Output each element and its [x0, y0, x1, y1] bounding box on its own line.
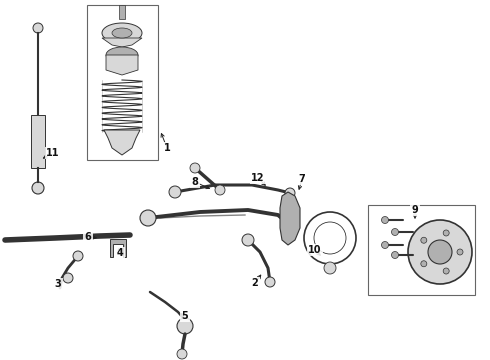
Ellipse shape [102, 23, 142, 43]
Text: 1: 1 [164, 143, 171, 153]
Bar [31, 115, 45, 168]
Circle shape [382, 216, 389, 224]
Polygon shape [104, 130, 140, 155]
Text: 12: 12 [251, 173, 265, 183]
Bar [368, 205, 475, 295]
Text: 4: 4 [117, 248, 123, 258]
Circle shape [32, 182, 44, 194]
Text: 9: 9 [412, 205, 418, 215]
Circle shape [457, 249, 463, 255]
Circle shape [177, 349, 187, 359]
Text: 8: 8 [192, 177, 198, 187]
Ellipse shape [106, 47, 138, 63]
Circle shape [169, 186, 181, 198]
Circle shape [265, 277, 275, 287]
Circle shape [285, 188, 295, 198]
Circle shape [324, 262, 336, 274]
Circle shape [177, 318, 193, 334]
Circle shape [428, 240, 452, 264]
Text: 7: 7 [298, 174, 305, 184]
Text: 5: 5 [182, 311, 188, 321]
Circle shape [215, 185, 225, 195]
Polygon shape [106, 55, 138, 75]
Circle shape [190, 163, 200, 173]
Circle shape [443, 268, 449, 274]
Text: 11: 11 [46, 148, 60, 158]
Text: 6: 6 [85, 232, 91, 242]
Circle shape [421, 261, 427, 267]
Circle shape [242, 234, 254, 246]
Text: 10: 10 [308, 245, 322, 255]
Circle shape [392, 229, 398, 235]
Text: 2: 2 [252, 278, 258, 288]
Circle shape [408, 220, 472, 284]
Ellipse shape [112, 28, 132, 38]
Circle shape [73, 251, 83, 261]
Bar [87, 5, 158, 160]
Polygon shape [102, 38, 142, 47]
Circle shape [382, 242, 389, 248]
Circle shape [33, 23, 43, 33]
Text: 3: 3 [54, 279, 61, 289]
Circle shape [443, 230, 449, 236]
Circle shape [63, 273, 73, 283]
Circle shape [140, 210, 156, 226]
Polygon shape [110, 239, 126, 257]
Circle shape [392, 252, 398, 258]
Polygon shape [280, 192, 300, 245]
Bar [119, 5, 125, 19]
Circle shape [284, 219, 296, 231]
Circle shape [421, 237, 427, 243]
